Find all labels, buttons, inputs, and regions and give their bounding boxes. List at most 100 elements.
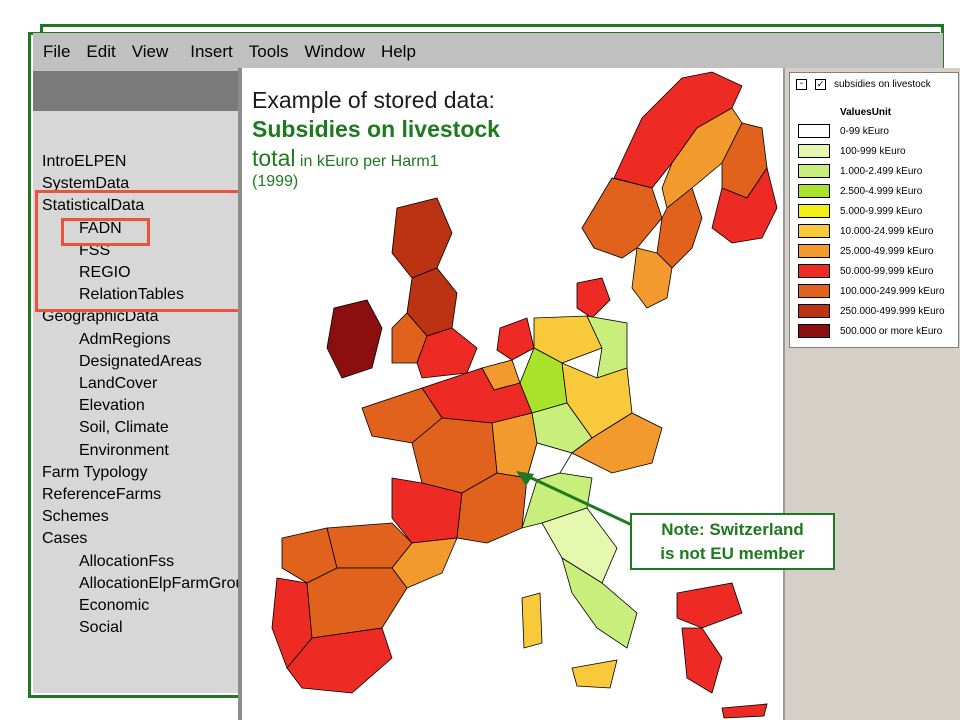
tree-item[interactable]: Elevation (79, 397, 145, 415)
tree-item[interactable]: REGIO (79, 264, 131, 281)
map-title-total: total (252, 144, 296, 171)
navigation-tree: IntroELPEN SystemData StatisticalData FADN F… (33, 111, 261, 693)
legend-layer-row: - ✓ subsidies on livestock (796, 79, 931, 90)
legend-header: ValuesUnit (840, 107, 892, 118)
region-crete (721, 703, 768, 719)
legend-row: 500.000 or more kEuro (798, 323, 942, 339)
legend-layer-name: subsidies on livestock (834, 79, 931, 90)
tree-item[interactable]: FADN (79, 219, 122, 237)
legend-row: 5.000-9.999 kEuro (798, 203, 922, 219)
legend-label: 100-999 kEuro (840, 145, 906, 157)
tree-item[interactable]: LandCover (79, 375, 158, 392)
legend-panel: - ✓ subsidies on livestock ValuesUnit 0-… (783, 68, 960, 720)
legend-label: 250.000-499.999 kEuro (840, 305, 945, 317)
tree-item[interactable]: AllocationFss (79, 552, 175, 570)
region-spain-south (286, 627, 393, 694)
map-title-unit: in kEuro per Harm1 (295, 152, 439, 170)
region-sweden-central (656, 187, 703, 269)
menu-tools[interactable]: Tools (248, 42, 289, 61)
legend-row: 10.000-24.999 kEuro (798, 223, 933, 239)
region-italy-south (561, 557, 638, 649)
map-title-line1: Example of stored data: (252, 87, 495, 113)
region-finland-south (711, 167, 778, 244)
legend-label: 1.000-2.499 kEuro (840, 165, 923, 177)
legend-row: 100.000-249.999 kEuro (798, 283, 945, 299)
region-spain-central (306, 567, 408, 639)
region-sweden-south (631, 247, 673, 309)
tree-item[interactable]: AdmRegions (79, 330, 171, 348)
legend-row: 250.000-499.999 kEuro (798, 303, 945, 319)
tree-item[interactable]: Soil, Climate (79, 419, 169, 437)
legend-row: 0-99 kEuro (798, 123, 889, 139)
tree-item[interactable]: IntroELPEN (42, 153, 127, 170)
tree-item[interactable]: StatisticalData (42, 197, 145, 215)
tree-item[interactable]: GeographicData (42, 308, 159, 326)
legend-box: - ✓ subsidies on livestock ValuesUnit 0-… (789, 72, 959, 348)
legend-label: 2.500-4.999 kEuro (840, 185, 923, 197)
legend-row: 25.000-49.999 kEuro (798, 243, 933, 259)
legend-row: 2.500-4.999 kEuro (798, 183, 922, 199)
legend-label: 50.000-99.999 kEuro (840, 265, 934, 277)
tree-item[interactable]: Farm Typology (42, 463, 148, 481)
map-view[interactable] (238, 68, 783, 720)
legend-swatch (798, 204, 830, 218)
statistical-data-highlight (35, 190, 241, 312)
legend-row: 100-999 kEuro (798, 143, 906, 159)
europe-map (271, 71, 778, 719)
legend-swatch (798, 324, 830, 338)
menu-insert[interactable]: Insert (190, 42, 233, 61)
legend-swatch (798, 184, 830, 198)
region-norway-south (581, 177, 663, 259)
menu-bar: File Edit View Insert Tools Window Help (33, 33, 943, 71)
region-greece-south (681, 627, 723, 694)
tree-item[interactable]: Social (79, 619, 123, 637)
legend-row: 50.000-99.999 kEuro (798, 263, 933, 279)
region-netherlands (496, 317, 535, 361)
legend-swatch (798, 164, 830, 178)
legend-swatch (798, 124, 830, 138)
layer-visibility-checkbox[interactable]: ✓ (815, 79, 826, 90)
legend-label: 0-99 kEuro (840, 125, 889, 137)
menu-help[interactable]: Help (380, 42, 416, 61)
legend-swatch (798, 304, 830, 318)
legend-swatch (798, 244, 830, 258)
legend-label: 25.000-49.999 kEuro (840, 245, 934, 257)
tree-item[interactable]: AllocationElpFarmGroups (79, 574, 262, 592)
region-ireland (326, 299, 383, 379)
map-title-year: (1999) (252, 173, 299, 191)
region-sardinia (521, 592, 543, 649)
menu-edit[interactable]: Edit (86, 42, 116, 61)
tree-item[interactable]: SystemData (42, 175, 130, 193)
fadn-highlight (61, 218, 150, 246)
region-england-south (416, 327, 478, 379)
tree-item[interactable]: Cases (42, 530, 88, 548)
legend-row: 1.000-2.499 kEuro (798, 163, 922, 179)
legend-label: 500.000 or more kEuro (840, 325, 943, 337)
legend-swatch (798, 224, 830, 238)
menu-view[interactable]: View (131, 42, 169, 61)
region-greece-north (676, 582, 743, 629)
region-sicily (571, 659, 618, 689)
legend-label: 100.000-249.999 kEuro (840, 285, 945, 297)
menu-file[interactable]: File (43, 42, 71, 61)
region-norway-north (613, 71, 743, 189)
tree-item[interactable]: Environment (79, 441, 169, 459)
legend-swatch (798, 144, 830, 158)
tree-item[interactable]: ReferenceFarms (42, 486, 162, 503)
legend-swatch (798, 284, 830, 298)
map-title-line3: total in kEuro per Harm1 (252, 144, 500, 173)
tree-item[interactable]: Economic (79, 597, 150, 614)
legend-swatch (798, 264, 830, 278)
map-title: Example of stored data: Subsidies on liv… (252, 86, 500, 192)
tree-item[interactable]: Schemes (42, 508, 109, 526)
note-line2: is not EU member (660, 544, 805, 563)
legend-label: 5.000-9.999 kEuro (840, 205, 923, 217)
collapse-icon[interactable]: - (796, 79, 807, 90)
menu-window[interactable]: Window (304, 42, 365, 61)
tree-item[interactable]: RelationTables (79, 286, 184, 304)
tree-item[interactable]: FSS (79, 241, 111, 259)
tree-item[interactable]: DesignatedAreas (79, 352, 202, 370)
legend-label: 10.000-24.999 kEuro (840, 225, 934, 237)
region-denmark (576, 277, 611, 319)
region-germany-north (533, 315, 603, 364)
